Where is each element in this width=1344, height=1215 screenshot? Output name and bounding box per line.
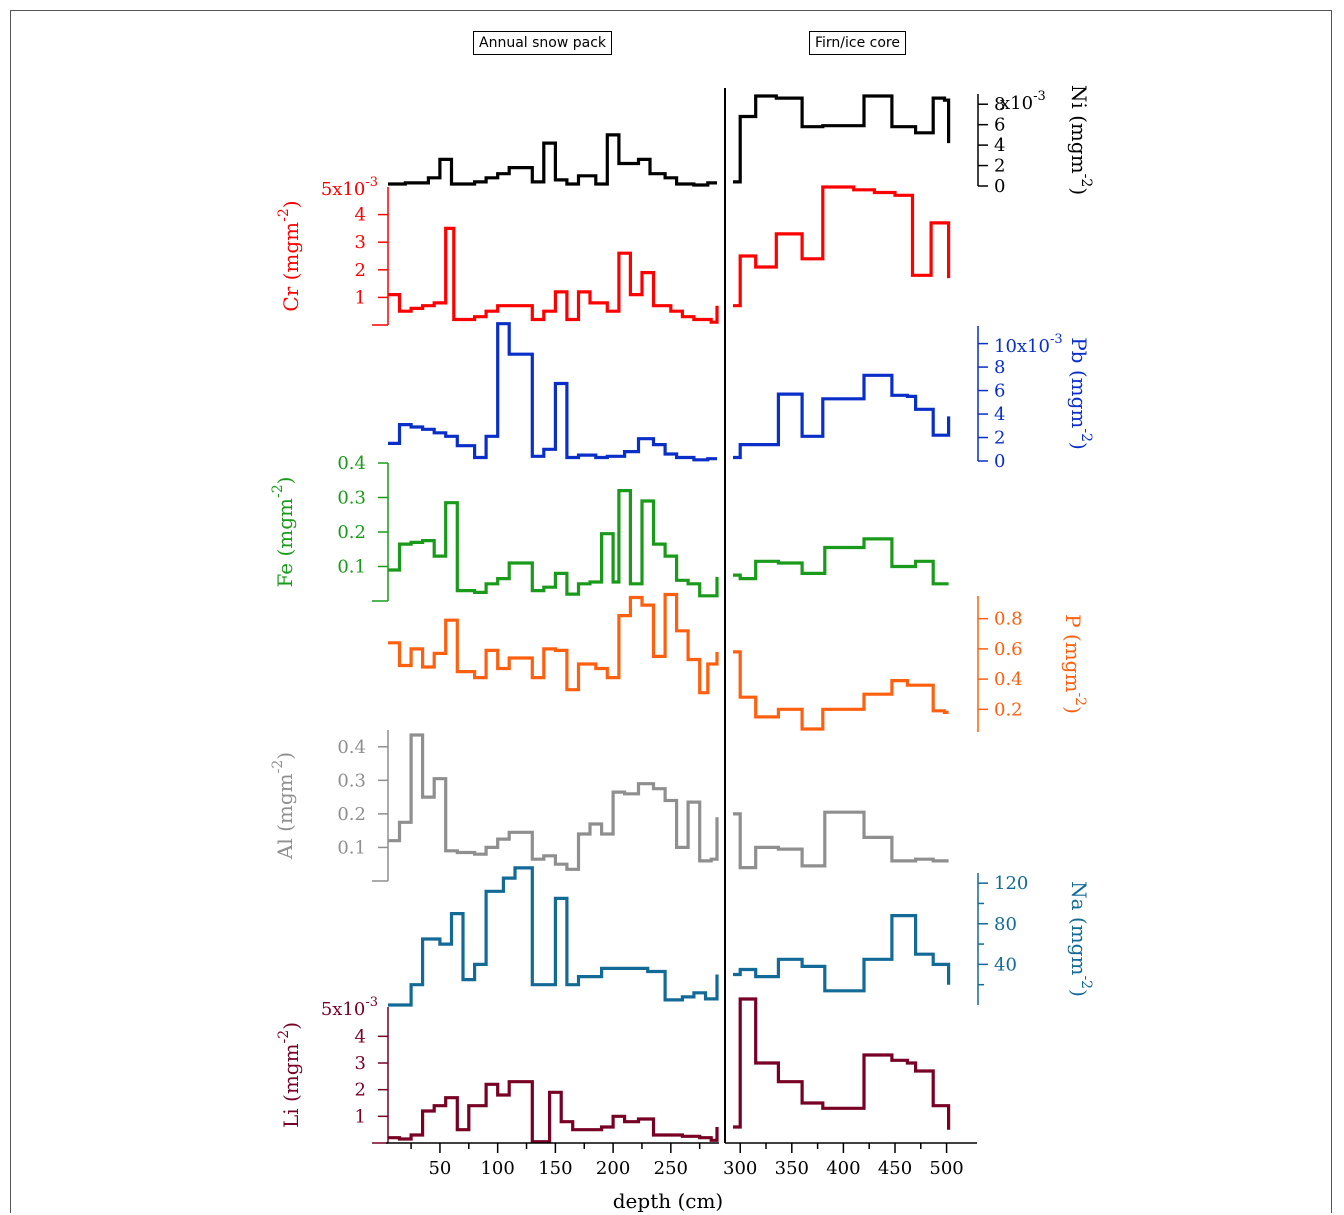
x-tick-label-firn-core: 400 [826, 1158, 860, 1179]
x-tick-label-firn-core: 500 [929, 1158, 963, 1179]
series-al: 0.1 0.2 0.3 0.4 Al (mgm-2) [270, 730, 949, 882]
scale-exponent-ni: x10-3 [1000, 89, 1046, 114]
tick-label-al: 0.3 [337, 770, 366, 791]
x-axis: 50 100 150 200 250 300 350 400 450 500 depth (cm) [386, 1142, 977, 1213]
figure-frame [10, 10, 1332, 1213]
y-axis-li: 1 2 3 4 5x10-3 Li (mgm-2) [276, 995, 389, 1144]
series-line-ni-firn-core [733, 94, 951, 184]
series-line-li-firn-core [733, 997, 951, 1130]
series-line-fe-snow-pack [388, 489, 719, 598]
tick-label-fe: 0.3 [337, 488, 366, 509]
series-cr: 1 2 3 4 5x10-3 Cr (mgm-2) [276, 175, 951, 326]
axis-title-ni: Ni (mgm-2) [1067, 85, 1094, 195]
y-axis-cr: 1 2 3 4 5x10-3 Cr (mgm-2) [276, 175, 389, 326]
tick-label-cr: 2 [355, 260, 366, 281]
series-line-p-firn-core [733, 650, 949, 731]
axis-title-al: Al (mgm-2) [270, 752, 297, 860]
series-p: 0.2 0.4 0.6 0.8 P (mgm-2) [388, 592, 1088, 732]
tick-label-ni: 0 [994, 176, 1005, 197]
series-fe: 0.1 0.2 0.3 0.4 Fe (mgm-2) [270, 453, 949, 602]
panel-label-firn-core: Firn/ice core [809, 31, 906, 55]
series-line-al-snow-pack [388, 733, 719, 871]
y-axis-na: 40 80 120 Na (mgm-2) [977, 873, 1094, 1005]
x-tick-label-snow-pack: 200 [596, 1158, 630, 1179]
scale-exponent-cr: 5x10-3 [321, 175, 378, 200]
series-line-na-firn-core [733, 914, 951, 993]
series-line-cr-snow-pack [388, 226, 719, 324]
tick-label-pb: 0 [994, 451, 1005, 472]
y-axis-p: 0.2 0.4 0.6 0.8 P (mgm-2) [977, 596, 1088, 732]
series-line-fe-firn-core [733, 537, 949, 586]
series-line-ni-snow-pack [388, 133, 717, 187]
axis-title-pb: Pb (mgm-2) [1067, 337, 1094, 450]
x-tick-label-snow-pack: 50 [428, 1158, 451, 1179]
y-axis-fe: 0.1 0.2 0.3 0.4 Fe (mgm-2) [270, 453, 389, 602]
tick-label-li: 2 [355, 1080, 366, 1101]
y-axis-al: 0.1 0.2 0.3 0.4 Al (mgm-2) [270, 730, 389, 882]
scale-exponent-li: 5x10-3 [321, 995, 378, 1020]
tick-label-pb: 6 [994, 381, 1005, 402]
series-line-p-snow-pack [388, 592, 719, 695]
series-line-al-firn-core [733, 810, 949, 870]
tick-label-ni: 4 [994, 135, 1005, 156]
tick-label-na: 40 [994, 954, 1017, 975]
tick-label-fe: 0.4 [337, 453, 366, 474]
tick-label-ni: 8 [994, 94, 1005, 115]
series-line-pb-firn-core [733, 373, 951, 460]
tick-label-cr: 3 [355, 232, 366, 253]
tick-label-cr: 4 [355, 205, 366, 226]
x-tick-label-snow-pack: 250 [654, 1158, 688, 1179]
tick-label-al: 0.4 [337, 737, 366, 758]
tick-label-al: 0.2 [337, 804, 366, 825]
tick-label-li: 3 [355, 1053, 366, 1074]
tick-label-pb: 2 [994, 428, 1005, 449]
tick-label-cr: 1 [355, 287, 366, 308]
series-line-na-snow-pack [388, 866, 719, 1007]
tick-label-pb: 4 [994, 404, 1005, 425]
tick-label-ni: 6 [994, 115, 1005, 136]
tick-label-na: 120 [994, 873, 1028, 894]
x-tick-label-firn-core: 350 [775, 1158, 809, 1179]
series-line-pb-snow-pack [388, 322, 717, 462]
x-tick-label-firn-core: 300 [723, 1158, 757, 1179]
axis-title-fe: Fe (mgm-2) [270, 477, 297, 588]
x-tick-label-snow-pack: 150 [538, 1158, 572, 1179]
tick-label-li: 4 [355, 1026, 366, 1047]
axis-title-li: Li (mgm-2) [276, 1022, 303, 1128]
axis-title-p: P (mgm-2) [1061, 614, 1088, 714]
tick-label-pb: 8 [994, 357, 1005, 378]
panel-label-snow-pack: Annual snow pack [473, 31, 613, 55]
axis-title-cr: Cr (mgm-2) [276, 200, 303, 311]
series-na: 40 80 120 Na (mgm-2) [388, 866, 1094, 1007]
series-line-cr-firn-core [733, 185, 951, 308]
axis-title-na: Na (mgm-2) [1067, 881, 1094, 997]
series-line-li-snow-pack [388, 1080, 719, 1144]
series-li: 1 2 3 4 5x10-3 Li (mgm-2) [276, 995, 951, 1144]
x-tick-label-snow-pack: 100 [480, 1158, 514, 1179]
tick-label-p: 0.4 [994, 669, 1023, 690]
tick-label-p: 0.6 [994, 639, 1023, 660]
tick-label-fe: 0.1 [337, 557, 366, 578]
tick-label-fe: 0.2 [337, 522, 366, 543]
tick-label-ni: 2 [994, 156, 1005, 177]
tick-label-al: 0.1 [337, 837, 366, 858]
tick-label-p: 0.2 [994, 699, 1023, 720]
x-tick-label-firn-core: 450 [878, 1158, 912, 1179]
tick-label-li: 1 [355, 1106, 366, 1127]
scale-exponent-pb: 10x10-3 [994, 332, 1063, 357]
tick-label-na: 80 [994, 914, 1017, 935]
x-axis-title: depth (cm) [613, 1189, 724, 1213]
tick-label-p: 0.8 [994, 609, 1023, 630]
